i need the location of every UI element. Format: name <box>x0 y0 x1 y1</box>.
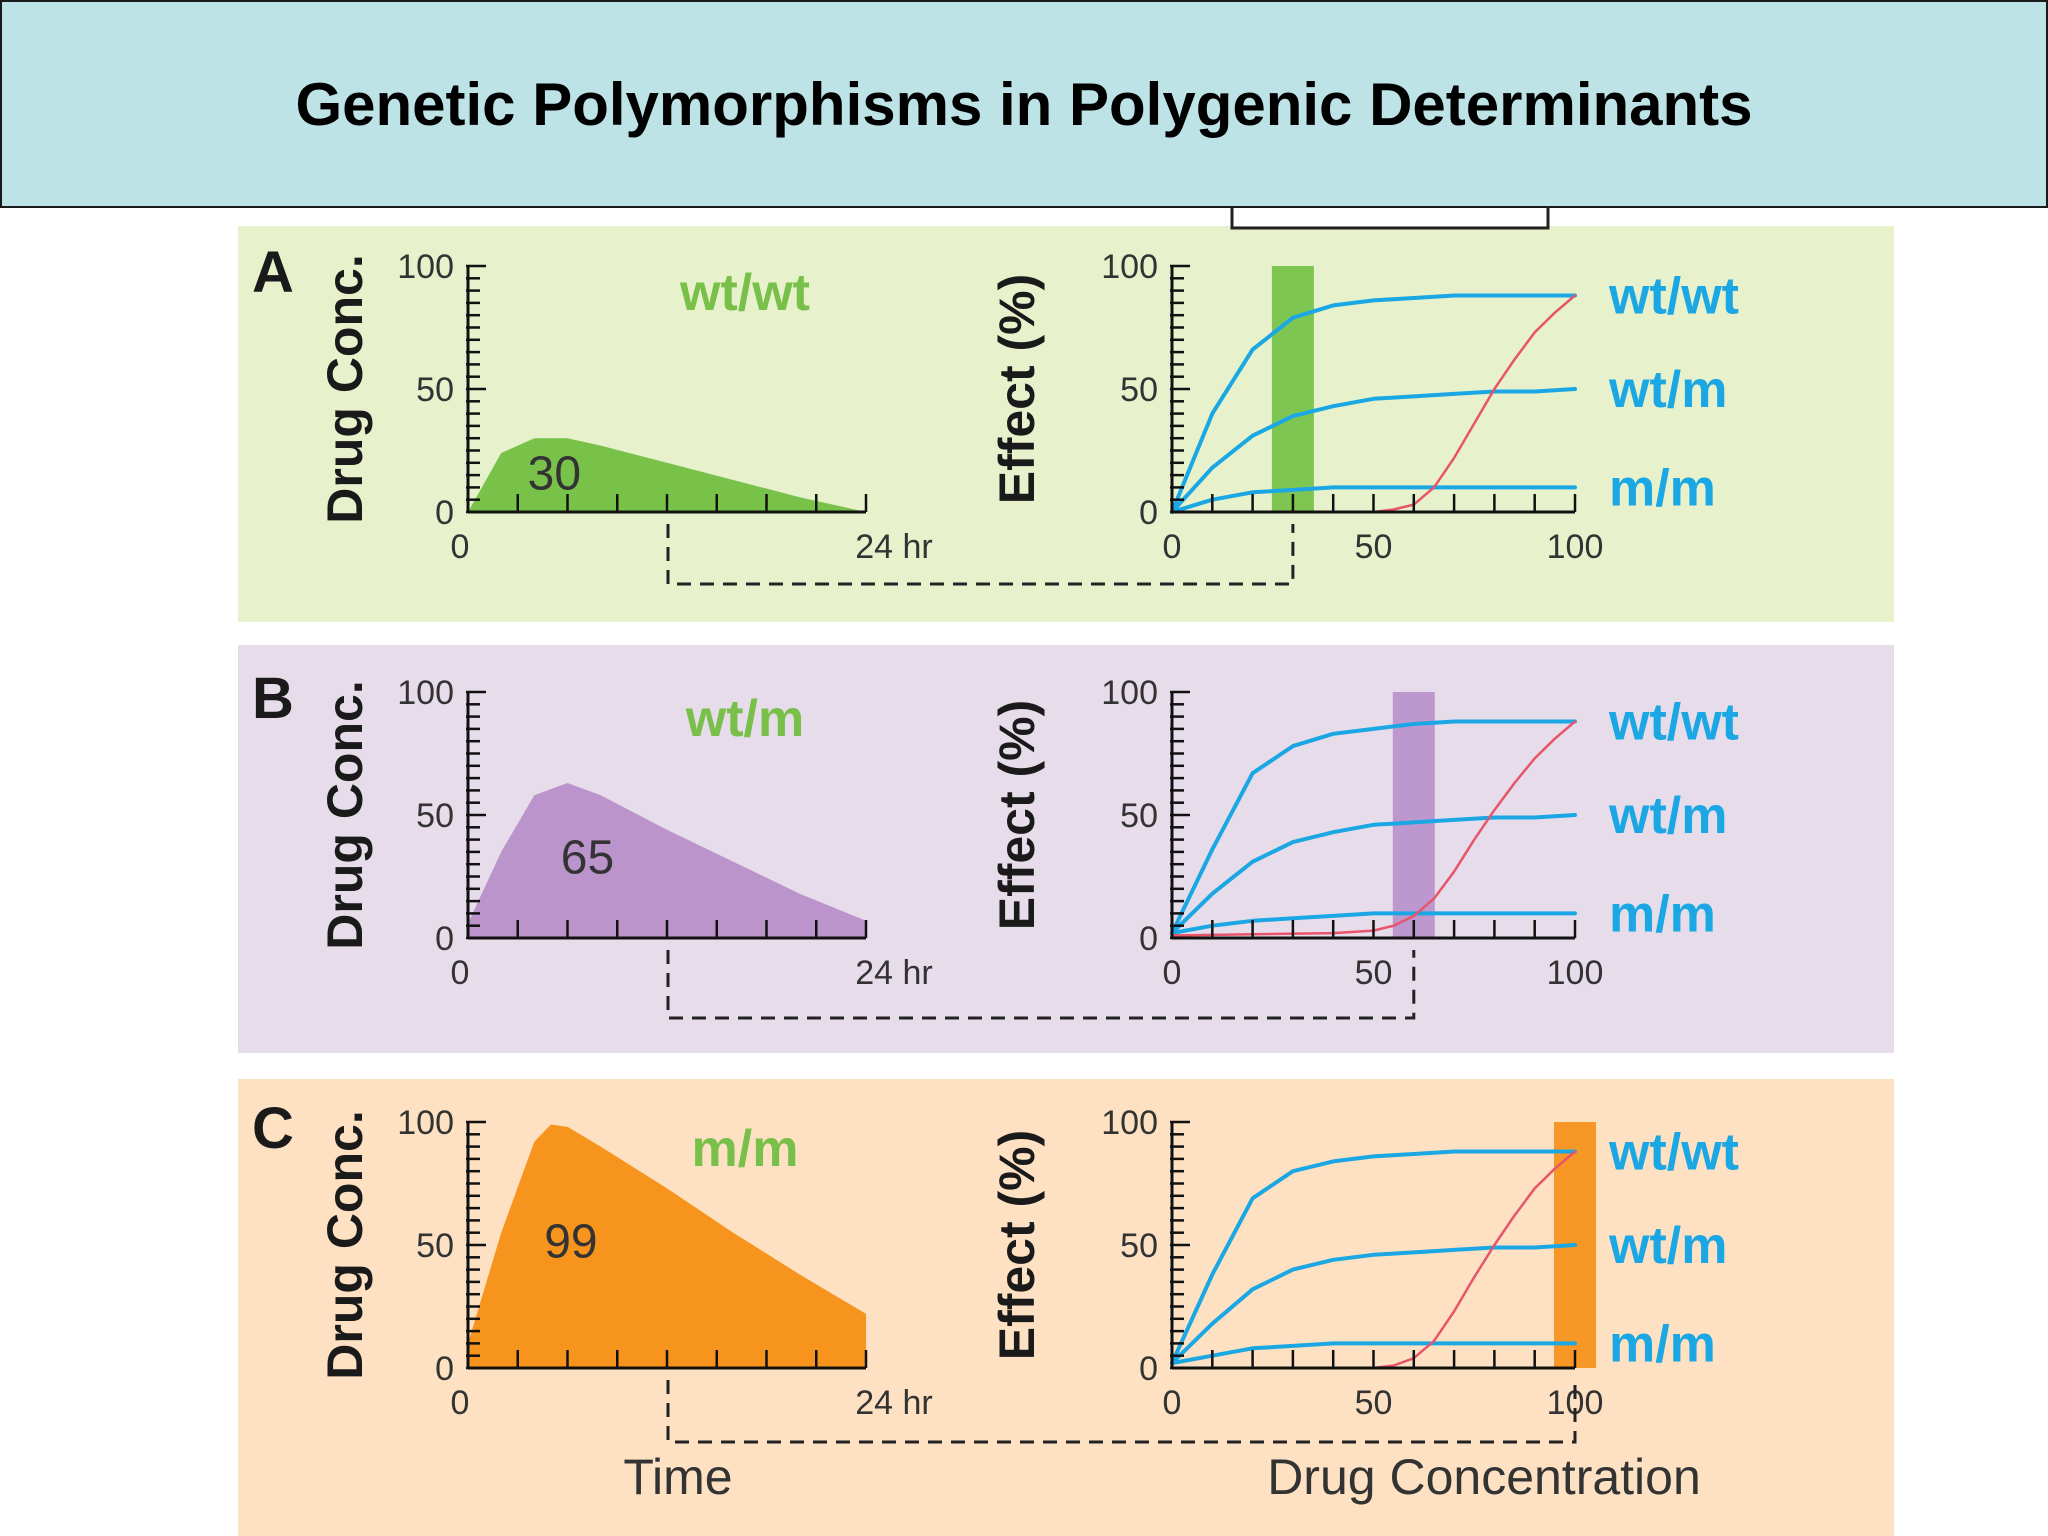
x-tick-label: 50 <box>1355 1384 1393 1422</box>
panel-c: C 0 50 100 0 24 hr Drug Conc. m/m 99 wt/wt wt/m m/m… <box>238 1079 1894 1536</box>
genotype-label: wt/wt <box>679 264 810 322</box>
panel-background <box>238 226 1894 622</box>
y-tick-label: 100 <box>1101 248 1158 286</box>
concentration-highlight-bar <box>1392 692 1435 938</box>
effect-curve-m-m <box>1170 1341 1577 1366</box>
y-tick-label: 50 <box>1120 797 1158 835</box>
genotype-label: m/m <box>692 1120 799 1178</box>
effect-concentration-chart: wt/wt wt/m m/m 0 50 100 0 50 100 Effect (%) <box>989 674 1739 992</box>
concentration-area <box>468 783 866 938</box>
x-tick-label: 0 <box>1163 954 1182 992</box>
y-tick-label: 50 <box>416 1227 454 1265</box>
y-tick-label: 100 <box>397 248 454 286</box>
x-tick-label: 0 <box>1163 1384 1182 1422</box>
x-tick-label: 100 <box>1547 954 1604 992</box>
panel-b: B 0 50 100 0 24 hr Drug Conc. wt/m 65 wt/wt wt/m m/… <box>238 645 1894 1053</box>
y-tick-label: 50 <box>416 371 454 409</box>
panel-a: A 0 50 100 0 24 hr Drug Conc. wt/wt 30 wt/wt wt/m m… <box>238 226 1894 622</box>
effect-curve-wt-wt <box>1170 1149 1577 1366</box>
concentration-time-chart: 0 50 100 0 24 hr Drug Conc. wt/m 65 <box>317 674 933 992</box>
y-axis-label: Drug Conc. <box>317 254 373 523</box>
y-tick-label: 0 <box>435 494 454 532</box>
dashed-connector <box>666 950 1416 1020</box>
y-tick-label: 0 <box>1139 1350 1158 1388</box>
effect-curve-wt-wt <box>1170 719 1577 936</box>
series-label: m/m <box>1609 459 1716 517</box>
y-tick-label: 0 <box>1139 494 1158 532</box>
peak-label: 30 <box>528 448 581 501</box>
y-tick-label: 50 <box>416 797 454 835</box>
effect-curve-wt-m <box>1170 813 1577 936</box>
panel-letter: C <box>252 1096 294 1161</box>
concentration-area <box>468 438 866 512</box>
peak-label: 99 <box>544 1215 597 1268</box>
effect-curve-wt-m <box>1170 387 1577 514</box>
series-label: wt/m <box>1608 787 1727 845</box>
x-tick-label: 0 <box>1163 528 1182 566</box>
x-tick-label: 24 hr <box>855 528 933 566</box>
peak-label: 65 <box>561 831 614 884</box>
concentration-highlight-bar <box>1271 266 1314 512</box>
x-tick-label: 0 <box>451 1384 470 1422</box>
y-axis-label: Drug Conc. <box>317 680 373 949</box>
x-tick-label: 50 <box>1355 528 1393 566</box>
dashed-connector <box>666 524 1295 586</box>
x-tick-label: 50 <box>1355 954 1393 992</box>
effect-concentration-chart: wt/wt wt/m m/m 0 50 100 0 50 100 Effect (%) <box>989 248 1739 566</box>
y-tick-label: 50 <box>1120 371 1158 409</box>
y-tick-label: 50 <box>1120 1227 1158 1265</box>
effect-curve-wt-wt <box>1170 293 1577 514</box>
y-tick-label: 0 <box>1139 920 1158 958</box>
x-tick-label: 0 <box>451 528 470 566</box>
concentration-time-chart: 0 50 100 0 24 hr Drug Conc. m/m 99 <box>317 1104 933 1422</box>
drug-concentration-axis-title: Drug Concentration <box>1267 1449 1701 1505</box>
effect-curve-wt-m <box>1170 1243 1577 1366</box>
series-label: wt/wt <box>1608 1124 1739 1182</box>
y-axis-label: Effect (%) <box>989 700 1045 931</box>
series-label: m/m <box>1609 1315 1716 1373</box>
dashed-connector <box>666 1380 1577 1444</box>
title-bar: Genetic Polymorphisms in Polygenic Deter… <box>0 0 2048 208</box>
genotype-label: wt/m <box>685 690 804 748</box>
x-tick-label: 100 <box>1547 528 1604 566</box>
y-tick-label: 100 <box>1101 1104 1158 1142</box>
y-tick-label: 100 <box>1101 674 1158 712</box>
effect-curve-m-m <box>1170 485 1577 514</box>
concentration-area <box>468 1124 866 1368</box>
series-label: wt/m <box>1608 1217 1727 1275</box>
bracket-fragment <box>1230 206 1550 230</box>
page-title: Genetic Polymorphisms in Polygenic Deter… <box>295 70 1753 138</box>
series-label: wt/m <box>1608 361 1727 419</box>
y-axis-label: Effect (%) <box>989 1130 1045 1361</box>
time-axis-title: Time <box>623 1449 732 1505</box>
y-tick-label: 100 <box>397 1104 454 1142</box>
x-tick-label: 24 hr <box>855 1384 933 1422</box>
concentration-time-chart: 0 50 100 0 24 hr Drug Conc. wt/wt 30 <box>317 248 933 566</box>
y-axis-label: Effect (%) <box>989 274 1045 505</box>
panel-letter: A <box>252 240 294 305</box>
series-label: wt/wt <box>1608 268 1739 326</box>
x-tick-label: 24 hr <box>855 954 933 992</box>
effect-curve-m-m <box>1170 911 1577 936</box>
y-tick-label: 100 <box>397 674 454 712</box>
y-tick-label: 0 <box>435 1350 454 1388</box>
x-tick-label: 0 <box>451 954 470 992</box>
panel-letter: B <box>252 666 294 731</box>
y-axis-label: Drug Conc. <box>317 1110 373 1379</box>
series-label: wt/wt <box>1608 694 1739 752</box>
y-tick-label: 0 <box>435 920 454 958</box>
series-label: m/m <box>1609 885 1716 943</box>
